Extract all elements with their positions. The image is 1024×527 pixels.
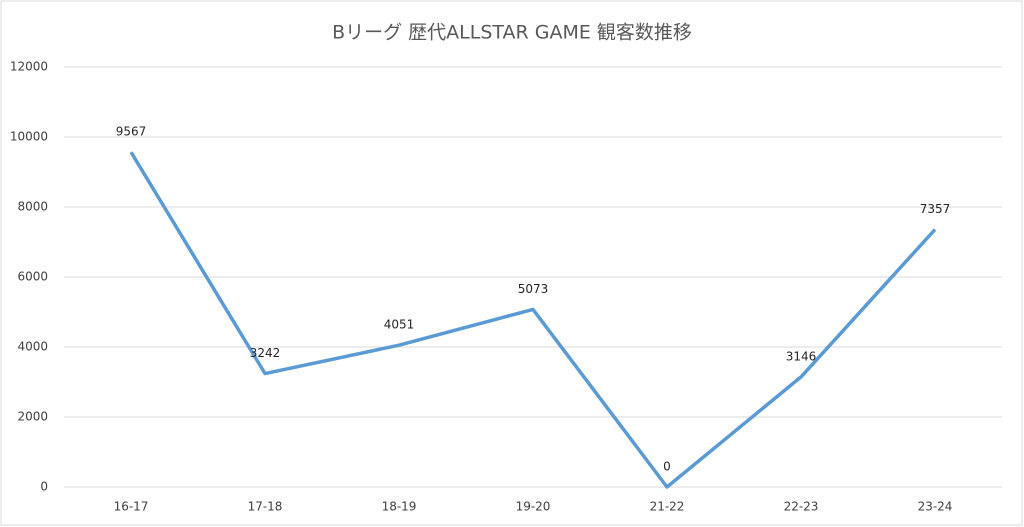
data-label: 3146 <box>786 349 817 363</box>
data-label: 9567 <box>116 125 147 139</box>
data-label: 7357 <box>920 202 951 216</box>
y-tick-label: 8000 <box>17 200 48 214</box>
data-label: 3242 <box>250 346 281 360</box>
x-tick-label: 21-22 <box>650 500 685 514</box>
y-tick-label: 6000 <box>17 270 48 284</box>
x-tick-label: 19-20 <box>516 500 551 514</box>
data-label: 5073 <box>518 282 549 296</box>
x-tick-label: 16-17 <box>114 500 149 514</box>
x-tick-label: 17-18 <box>248 500 283 514</box>
data-label: 4051 <box>384 318 415 332</box>
chart-title: Bリーグ 歴代ALLSTAR GAME 観客数推移 <box>332 22 692 44</box>
data-label: 0 <box>663 460 671 474</box>
data-line <box>129 151 937 489</box>
x-tick-label: 18-19 <box>382 500 417 514</box>
x-tick-label: 22-23 <box>784 500 819 514</box>
y-tick-label: 12000 <box>10 60 48 74</box>
y-tick-label: 2000 <box>17 410 48 424</box>
y-tick-label: 10000 <box>10 130 48 144</box>
y-tick-label: 0 <box>40 480 48 494</box>
x-tick-label: 23-24 <box>918 500 953 514</box>
y-tick-label: 4000 <box>17 340 48 354</box>
